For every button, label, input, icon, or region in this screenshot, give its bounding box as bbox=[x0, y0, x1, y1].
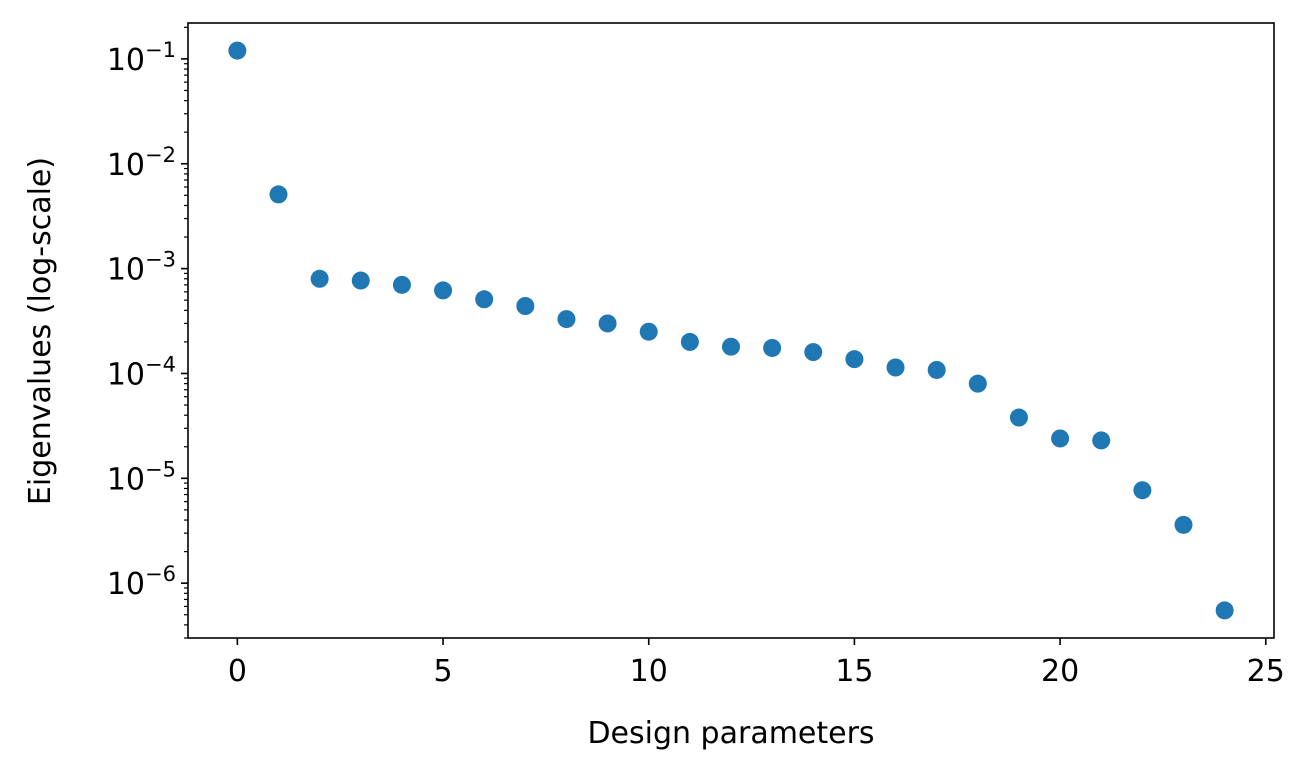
x-tick-label: 5 bbox=[433, 654, 452, 689]
y-tick-label: 10−5 bbox=[107, 457, 176, 497]
data-point bbox=[639, 322, 658, 341]
data-point bbox=[804, 343, 823, 362]
y-tick-label: 10−2 bbox=[107, 143, 176, 183]
data-point bbox=[1009, 408, 1028, 427]
data-point bbox=[475, 290, 494, 309]
y-tick-label: 10−1 bbox=[107, 38, 176, 78]
y-tick-label: 10−3 bbox=[107, 248, 176, 288]
data-point bbox=[1133, 481, 1152, 500]
data-point bbox=[598, 314, 617, 333]
plot-frame bbox=[187, 22, 1275, 639]
data-point bbox=[845, 350, 864, 369]
data-point bbox=[927, 360, 946, 379]
data-point bbox=[1174, 515, 1193, 534]
data-point bbox=[680, 332, 699, 351]
x-tick-label: 0 bbox=[228, 654, 247, 689]
data-point bbox=[351, 271, 370, 290]
data-point bbox=[722, 337, 740, 356]
data-point bbox=[434, 281, 453, 300]
data-point bbox=[269, 185, 288, 204]
data-point bbox=[968, 374, 987, 393]
y-tick-label: 10−6 bbox=[107, 562, 176, 602]
data-point bbox=[228, 41, 247, 60]
data-points bbox=[228, 41, 1234, 620]
x-tick-label: 25 bbox=[1247, 654, 1285, 689]
y-tick-label: 10−4 bbox=[107, 352, 176, 392]
data-point bbox=[557, 310, 576, 329]
x-tick-label: 10 bbox=[630, 654, 668, 689]
data-point bbox=[1051, 429, 1070, 448]
data-point bbox=[392, 275, 411, 294]
x-tick-label: 20 bbox=[1041, 654, 1079, 689]
y-axis-label: Eigenvalues (log-scale) bbox=[23, 157, 58, 505]
x-axis-label: Design parameters bbox=[587, 716, 874, 751]
data-point bbox=[763, 338, 782, 357]
data-point bbox=[516, 296, 535, 315]
data-point bbox=[310, 269, 329, 288]
x-tick-label: 15 bbox=[835, 654, 873, 689]
data-point bbox=[1215, 601, 1234, 620]
data-point bbox=[1092, 431, 1111, 450]
data-point bbox=[886, 358, 905, 377]
